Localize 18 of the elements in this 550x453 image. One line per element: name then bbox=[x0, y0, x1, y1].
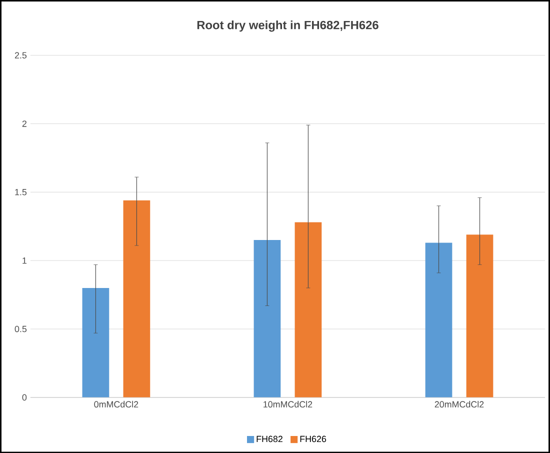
bar bbox=[294, 222, 322, 398]
bar bbox=[466, 234, 494, 398]
x-tick-label: 20mMCdCl2 bbox=[434, 400, 484, 408]
y-tick-label: 0 bbox=[22, 394, 27, 400]
legend-label: FH682 bbox=[256, 436, 282, 442]
bar bbox=[425, 242, 452, 398]
bar bbox=[82, 288, 110, 398]
bar bbox=[254, 240, 281, 398]
y-tick-label: 0.5 bbox=[14, 326, 27, 332]
y-tick-label: 1 bbox=[22, 257, 26, 264]
legend-label: FH626 bbox=[300, 436, 326, 442]
bar bbox=[123, 200, 150, 398]
y-tick-label: 2.5 bbox=[14, 52, 27, 58]
y-tick-label: 2 bbox=[22, 120, 26, 127]
x-tick-label: 0mMCdCl2 bbox=[94, 400, 138, 408]
chart-title: Root dry weight in FH682,FH626 bbox=[197, 20, 378, 32]
x-tick-label: 10mMCdCl2 bbox=[264, 400, 312, 408]
y-tick-label: 1.5 bbox=[15, 188, 27, 196]
